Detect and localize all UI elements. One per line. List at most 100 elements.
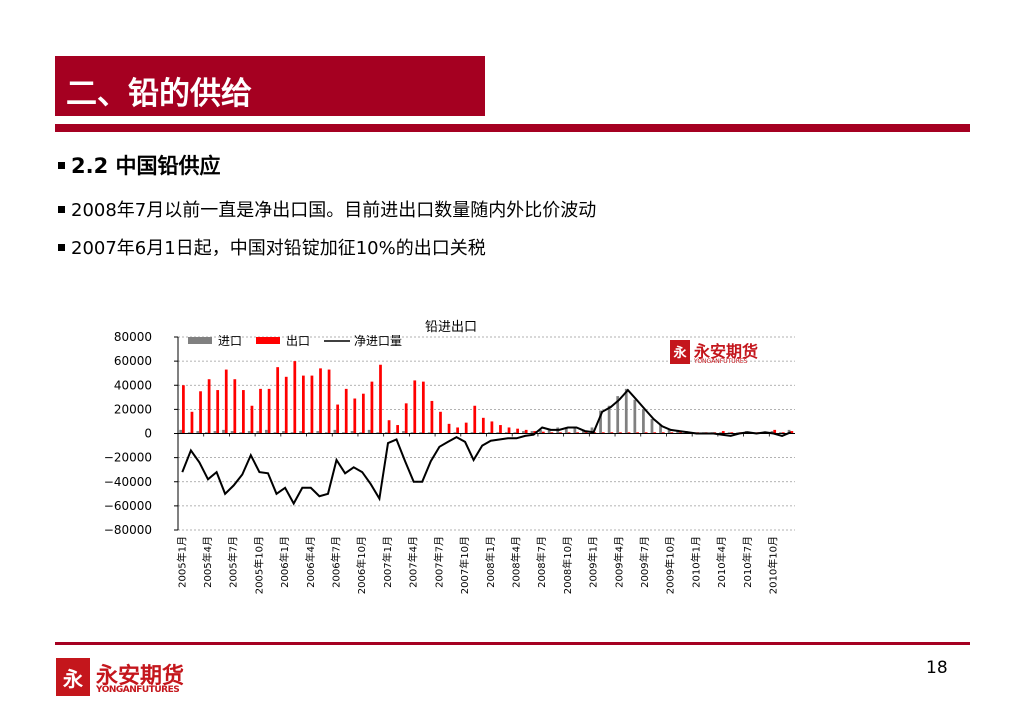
legend: 进口 出口 净进口量 [188, 334, 402, 348]
bullet-square-icon [58, 205, 65, 213]
bars [179, 361, 794, 434]
import-bar [659, 425, 662, 434]
import-bar [487, 432, 491, 434]
export-bar [396, 425, 400, 434]
import-bar [324, 432, 328, 434]
export-bar [379, 364, 382, 434]
import-bar [359, 432, 362, 434]
export-bar [421, 381, 425, 434]
export-bar [233, 379, 237, 434]
export-bar [679, 432, 682, 434]
x-tick-label: 2008年4月 [509, 536, 522, 588]
import-bar [599, 410, 602, 434]
export-bar [430, 400, 434, 434]
x-tick-label: 2008年1月 [484, 536, 497, 588]
import-bar [779, 432, 782, 434]
export-bar [584, 432, 588, 434]
y-tick-label: 60000 [114, 354, 152, 368]
import-bar [642, 409, 645, 434]
export-bar [490, 421, 494, 434]
chart-logo-mark-text: 永 [672, 345, 687, 361]
x-tick-label: 2009年4月 [612, 536, 625, 588]
import-bar [719, 432, 722, 434]
export-bar [576, 432, 579, 434]
import-bar [496, 432, 500, 434]
import-bar [367, 429, 371, 434]
bullet-text: 2007年6月1日起，中国对铅锭加征10%的出口关税 [71, 238, 486, 259]
import-bar [787, 429, 791, 434]
import-bar [547, 428, 551, 434]
bullet-square-icon [58, 161, 65, 169]
bullet-item-1: 2.2 中国铅供应 [58, 150, 221, 180]
y-tick-label: −40000 [104, 475, 152, 489]
export-bar [284, 376, 288, 434]
import-bar [222, 429, 225, 434]
y-tick-label: −80000 [104, 523, 152, 537]
x-tick-label: 2009年10月 [664, 536, 677, 594]
x-tick-label: 2006年7月 [330, 536, 343, 588]
x-tick-label: 2007年10月 [458, 536, 471, 594]
net-import-line [181, 388, 792, 506]
import-bar [316, 431, 320, 434]
y-tick-label: 20000 [114, 402, 152, 416]
y-tick-label: −60000 [104, 499, 152, 513]
import-bar [513, 432, 517, 434]
x-tick-label: 2008年7月 [535, 536, 548, 588]
import-bar [393, 432, 397, 434]
import-bar [427, 432, 431, 434]
import-bar [736, 432, 740, 434]
export-bar [773, 429, 777, 434]
export-bar [533, 431, 537, 434]
import-bar [342, 432, 345, 434]
export-bar [507, 427, 511, 434]
export-bar [224, 369, 228, 434]
x-tick-label: 2010年7月 [741, 536, 754, 588]
import-bar [539, 429, 542, 434]
import-bar [384, 432, 388, 434]
export-bar [353, 398, 357, 434]
x-tick-label: 2007年4月 [407, 536, 420, 588]
import-bar [582, 429, 585, 434]
bullet-square-icon [58, 243, 65, 251]
export-bar [670, 432, 674, 434]
export-bar [516, 428, 519, 434]
top-divider [55, 124, 970, 132]
import-bar [256, 431, 260, 434]
export-bar [370, 381, 374, 434]
export-bar [404, 403, 408, 434]
export-bar [567, 432, 571, 434]
export-bar [524, 429, 528, 434]
x-tick-label: 2009年1月 [587, 536, 600, 588]
import-bar [247, 431, 251, 434]
import-bar [179, 429, 183, 434]
export-bar [601, 432, 605, 434]
logo-name-cn: 永安期货 [96, 664, 185, 689]
chart-watermark-logo: 永 永安期货 YONGANFUTURES [670, 340, 758, 365]
export-bar [250, 405, 254, 434]
import-bar [282, 431, 285, 434]
export-bar [541, 431, 545, 434]
export-bar [276, 367, 280, 434]
import-bar [307, 432, 311, 434]
legend-swatch [256, 337, 280, 344]
import-bar [624, 388, 628, 434]
export-bar [653, 432, 657, 434]
import-bar [204, 432, 208, 434]
import-bar [479, 432, 482, 434]
chart-title: 铅进出口 [425, 320, 477, 335]
export-bar [456, 427, 459, 434]
y-tick-label: −20000 [104, 451, 152, 465]
import-bar [187, 432, 191, 434]
x-tick-label: 2006年4月 [304, 536, 317, 588]
import-bar [299, 431, 302, 434]
x-tick-label: 2005年1月 [175, 536, 188, 588]
import-bar [727, 432, 731, 434]
footer-logo: 永 永安期货 YONGANFUTURES [56, 658, 196, 696]
slide-title: 二、铅的供给 [66, 76, 252, 112]
import-bar [530, 431, 534, 434]
import-bar [650, 419, 654, 434]
export-bar [730, 432, 734, 434]
import-bar [590, 427, 594, 434]
import-bar [410, 432, 414, 434]
import-bar [402, 431, 405, 434]
